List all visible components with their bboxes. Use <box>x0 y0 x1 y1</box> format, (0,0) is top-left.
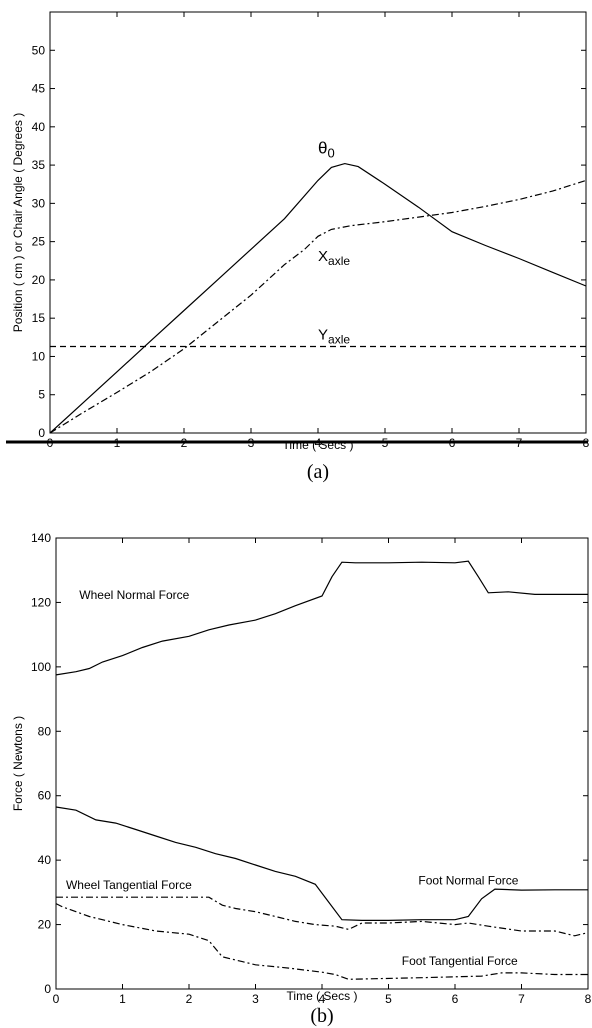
plot-frame <box>49 11 587 434</box>
y-tick-label: 20 <box>32 273 46 287</box>
x-tick-label: 1 <box>114 436 121 450</box>
y-tick-label: 80 <box>38 724 52 738</box>
y-axis-title: Force ( Newtons ) <box>11 716 25 811</box>
x-tick-label: 6 <box>449 436 456 450</box>
y-tick-label: 30 <box>32 196 46 210</box>
x-axis-title: Time ( Secs ) <box>283 438 354 452</box>
x-tick-label: 0 <box>53 992 60 1006</box>
y-tick-label: 0 <box>44 982 51 996</box>
series-line <box>56 896 589 937</box>
y-axis-title: Position ( cm ) or Chair Angle ( Degrees… <box>11 113 25 332</box>
y-tick-label: 15 <box>32 311 46 325</box>
y-tick-label: 100 <box>31 660 51 674</box>
y-tick-label: 140 <box>31 531 51 545</box>
series-label: Wheel Tangential Force <box>66 878 192 892</box>
y-tick-label: 45 <box>32 82 46 96</box>
x-tick-label: 8 <box>583 436 590 450</box>
x-tick-label: 3 <box>248 436 255 450</box>
x-tick-label: 2 <box>181 436 188 450</box>
x-tick-label: 6 <box>452 992 459 1006</box>
plot-frame <box>55 537 589 990</box>
series-line <box>55 903 588 980</box>
x-tick-label: 5 <box>385 992 392 1006</box>
y-tick-label: 40 <box>32 120 46 134</box>
y-tick-label: 5 <box>38 388 45 402</box>
series-label: θ0 <box>318 139 335 161</box>
series-label: Foot Normal Force <box>418 873 518 887</box>
x-tick-label: 7 <box>516 436 523 450</box>
figure-caption: (b) <box>310 1005 333 1027</box>
series-line <box>49 162 587 434</box>
x-tick-label: 8 <box>585 992 592 1006</box>
series-line <box>49 179 587 434</box>
x-tick-label: 1 <box>119 992 126 1006</box>
series-label: Foot Tangential Force <box>402 954 518 968</box>
x-axis-title: Time ( Secs ) <box>287 989 358 1003</box>
x-tick-label: 5 <box>382 436 389 450</box>
y-tick-label: 50 <box>32 43 46 57</box>
y-tick-label: 20 <box>38 918 52 932</box>
series-line <box>55 560 588 676</box>
series-label: Yaxle <box>318 327 350 347</box>
series-label: Xaxle <box>318 248 350 268</box>
series-label: Wheel Normal Force <box>79 588 189 602</box>
y-tick-label: 35 <box>32 158 46 172</box>
y-tick-label: 60 <box>38 789 52 803</box>
x-tick-label: 4 <box>315 436 322 450</box>
x-tick-label: 4 <box>319 992 326 1006</box>
y-tick-label: 120 <box>31 595 51 609</box>
figure-caption: (a) <box>307 461 329 483</box>
x-tick-label: 2 <box>186 992 193 1006</box>
y-tick-label: 25 <box>32 235 46 249</box>
y-tick-label: 40 <box>38 853 52 867</box>
series-line <box>55 806 588 922</box>
x-tick-label: 3 <box>252 992 259 1006</box>
y-tick-label: 0 <box>38 426 45 440</box>
x-tick-label: 0 <box>47 436 54 450</box>
y-tick-label: 10 <box>32 349 46 363</box>
x-tick-label: 7 <box>518 992 525 1006</box>
